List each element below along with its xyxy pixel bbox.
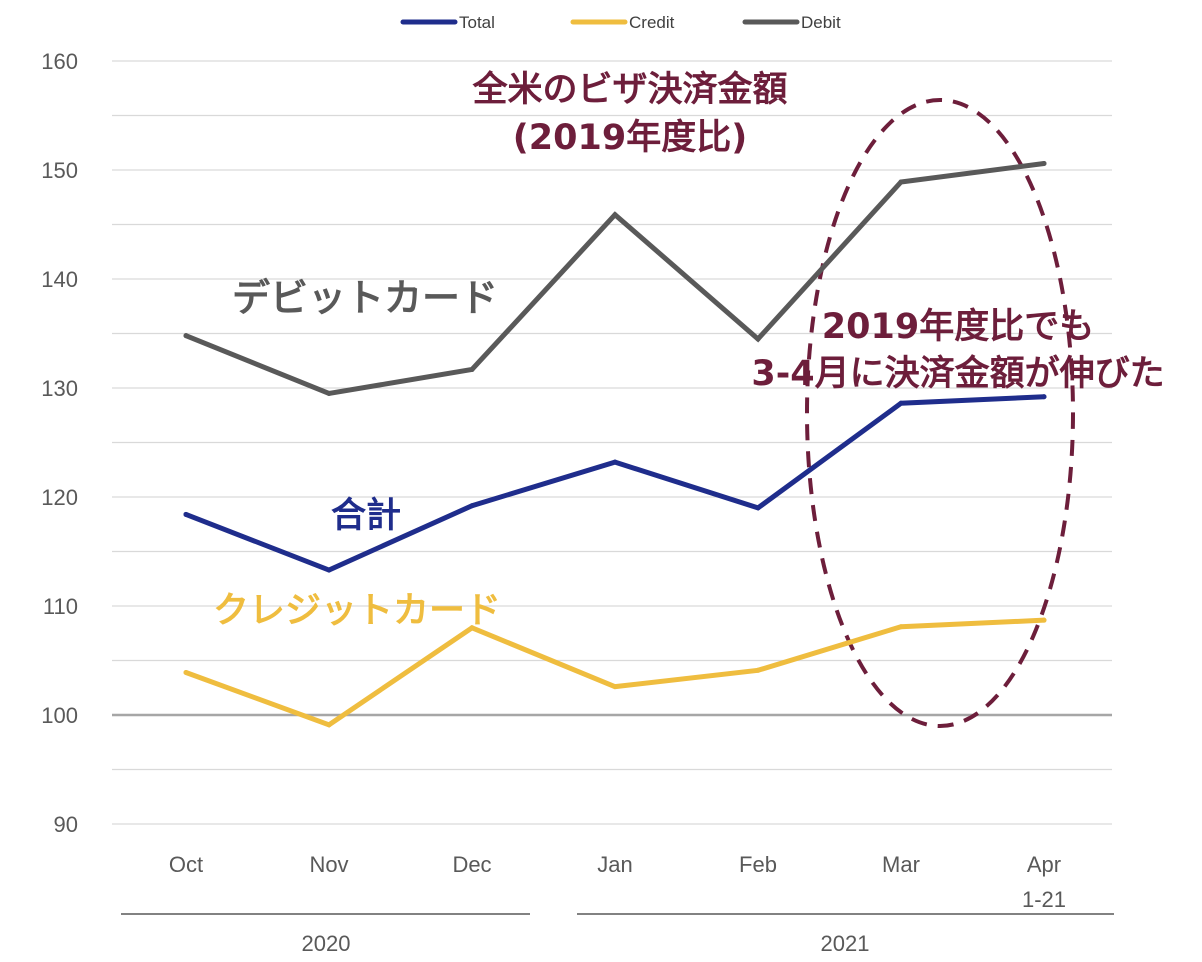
year-group-label: 2021 [821, 931, 870, 956]
y-tick-label: 110 [43, 594, 78, 619]
y-tick-label: 140 [41, 267, 78, 292]
data-point-debit [1041, 160, 1047, 166]
x-tick-label: Mar [882, 852, 920, 877]
legend-label-credit: Credit [629, 13, 675, 32]
x-tick-sublabel: 1-21 [1022, 887, 1066, 912]
data-point-credit [898, 624, 904, 630]
series-layer [183, 160, 1047, 728]
data-point-total [469, 503, 475, 509]
callout-line-1: 2019年度比でも [822, 307, 1094, 347]
legend-label-total: Total [459, 13, 495, 32]
data-point-total [1041, 394, 1047, 400]
data-point-total [755, 505, 761, 511]
debit-series-annotation: デビットカード [232, 276, 498, 320]
y-tick-label: 100 [41, 703, 78, 728]
axis-layer: 90 100 110 120 130 140 150 160 Oct Nov Dec Jan Feb Ma… [41, 49, 1114, 956]
data-point-debit [898, 179, 904, 185]
data-point-debit [612, 212, 618, 218]
data-point-debit [755, 336, 761, 342]
data-point-debit [183, 333, 189, 339]
y-tick-label: 120 [41, 485, 78, 510]
y-tick-label: 90 [54, 812, 78, 837]
series-line-credit [183, 617, 1047, 728]
legend-label-debit: Debit [801, 13, 841, 32]
x-tick-label: Feb [739, 852, 777, 877]
legend: Total Credit Debit [400, 13, 841, 32]
x-tick-label: Dec [452, 852, 491, 877]
data-point-credit [326, 722, 332, 728]
data-point-credit [612, 684, 618, 690]
callout-line-2: 3-4月に決済金額が伸びた [751, 353, 1164, 394]
y-tick-label: 130 [41, 376, 78, 401]
data-point-debit [469, 366, 475, 372]
data-point-credit [183, 669, 189, 675]
series-line-total [183, 394, 1047, 573]
data-point-total [612, 459, 618, 465]
y-tick-label: 160 [41, 49, 78, 74]
data-point-debit [326, 390, 332, 396]
x-tick-label: Oct [169, 852, 203, 877]
highlight-ellipse [805, 98, 1075, 728]
chart-subtitle: (2019年度比) [513, 118, 747, 158]
data-point-total [326, 567, 332, 573]
data-point-credit [1041, 617, 1047, 623]
data-point-credit [469, 625, 475, 631]
chart-title: 全米のビザ決済金額 [471, 69, 787, 110]
year-group-label: 2020 [302, 931, 351, 956]
total-series-annotation: 合計 [331, 496, 401, 536]
x-tick-label: Apr [1027, 852, 1061, 877]
x-tick-label: Jan [597, 852, 632, 877]
data-point-total [183, 511, 189, 517]
data-point-credit [755, 667, 761, 673]
x-tick-label: Nov [309, 852, 348, 877]
credit-series-annotation: クレジットカード [213, 590, 501, 631]
highlight-layer [805, 98, 1075, 728]
data-point-total [898, 400, 904, 406]
y-tick-label: 150 [41, 158, 78, 183]
